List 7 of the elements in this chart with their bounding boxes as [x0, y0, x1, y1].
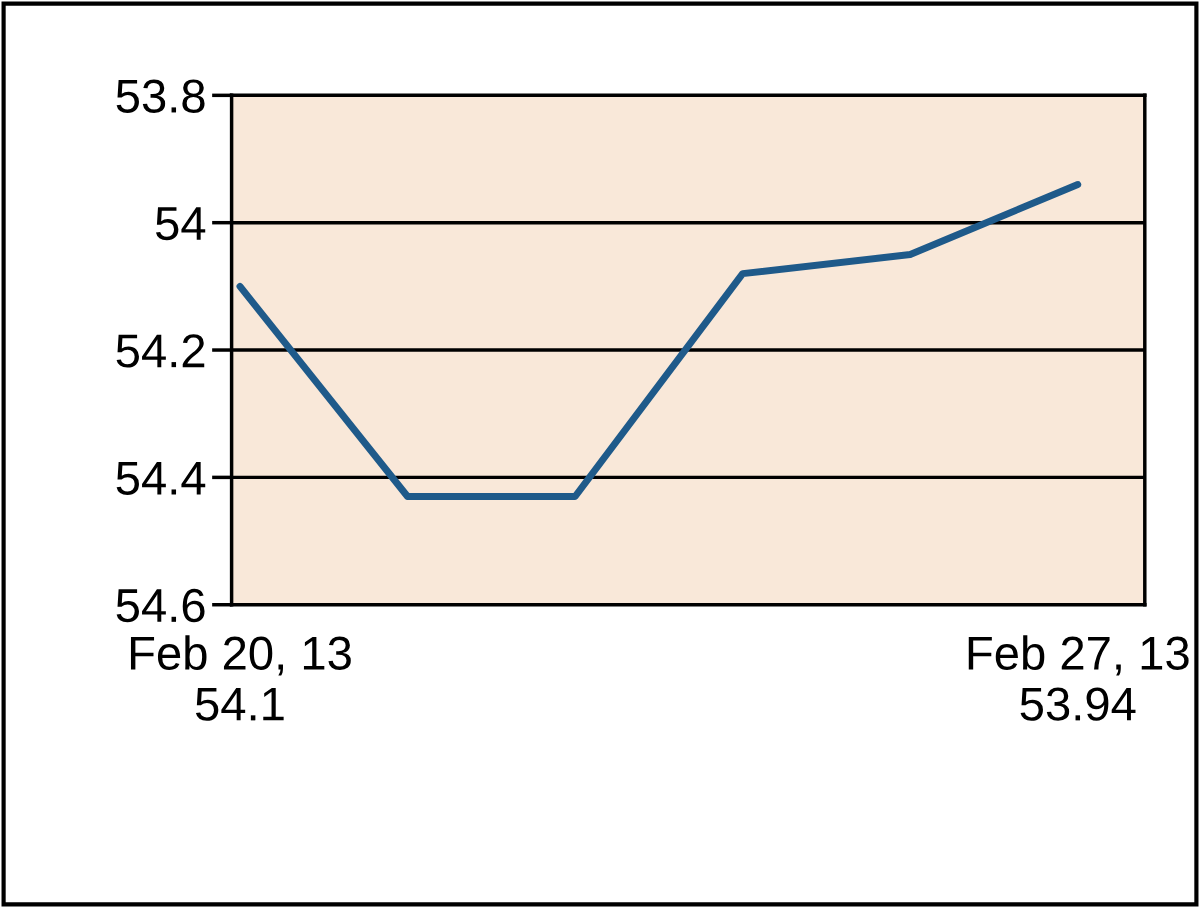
y-tick-label: 54.4: [116, 462, 206, 495]
y-tick-label: 53.8: [116, 79, 205, 113]
y-tick-label: 54.6: [116, 588, 205, 623]
x-tick-label: Feb 20, 13 54.1: [130, 635, 351, 721]
y-tick-label: 54: [155, 207, 206, 241]
x-tick-label: Feb 27, 13 53.94: [968, 635, 1189, 721]
y-tick-label: 54.2: [116, 334, 205, 368]
